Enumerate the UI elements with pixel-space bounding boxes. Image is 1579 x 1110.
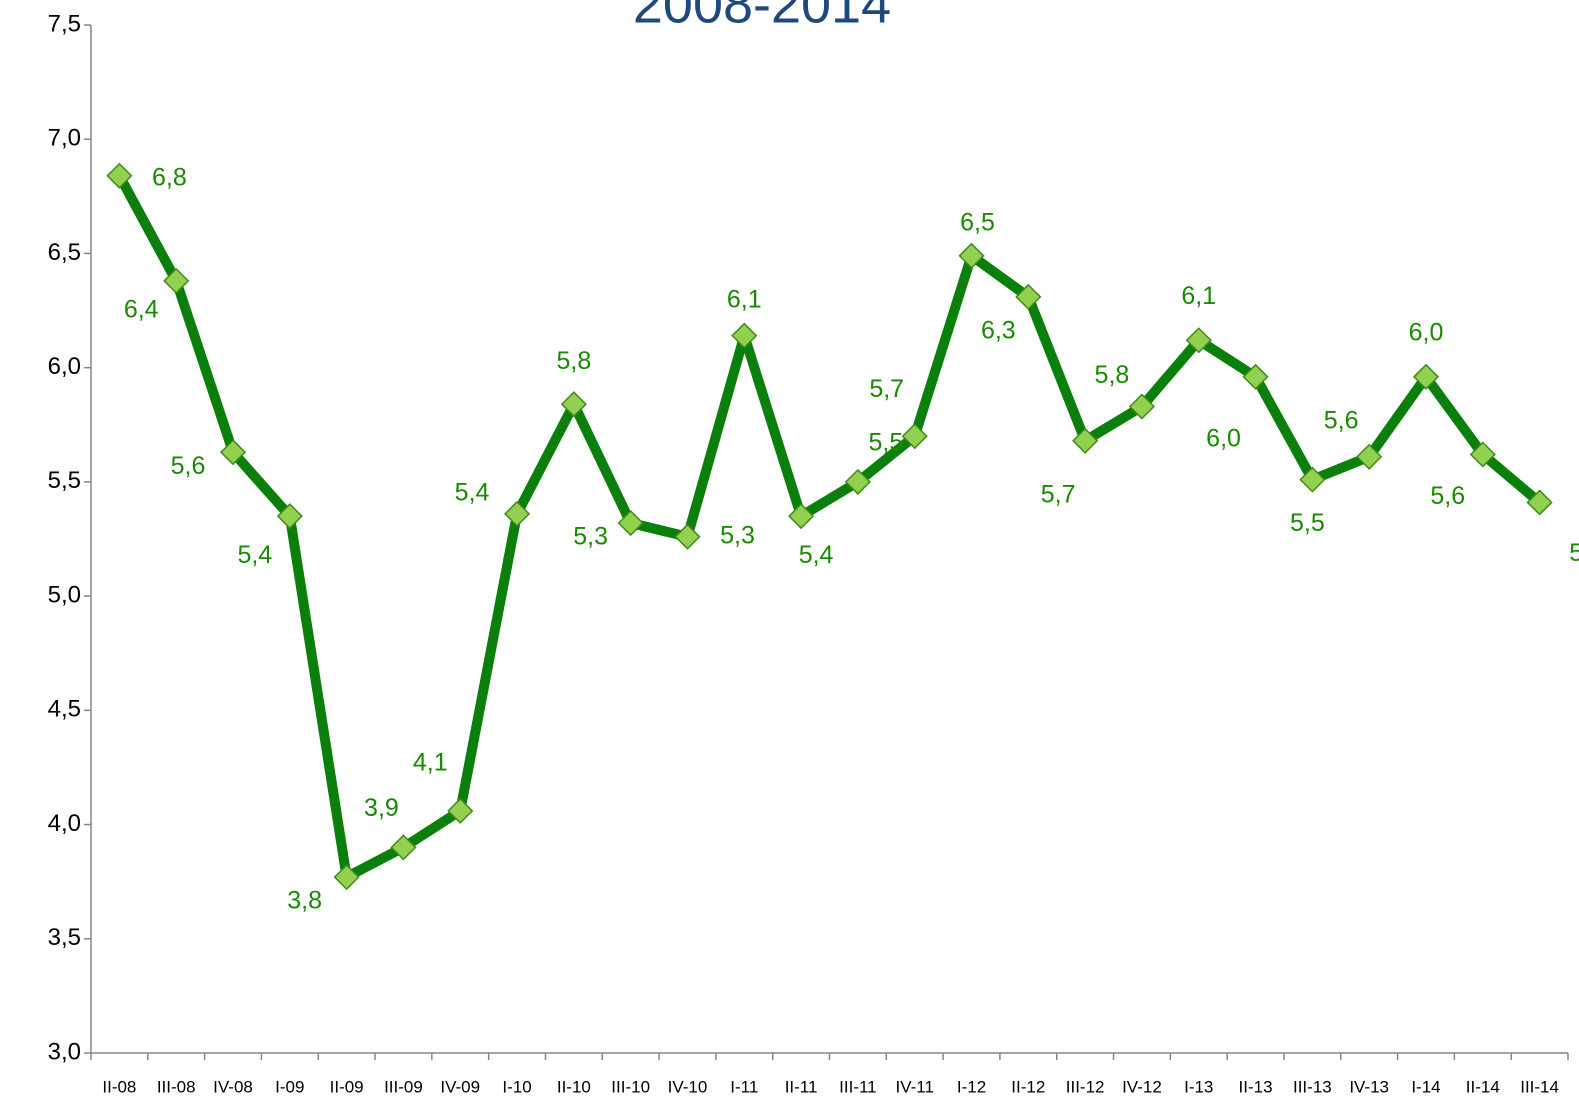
- data-label: 5,3: [573, 523, 608, 551]
- data-label: 5,7: [869, 375, 904, 403]
- y-tick-label: 6,5: [48, 239, 81, 266]
- x-tick-label: III-08: [157, 1077, 196, 1096]
- data-label: 5,8: [556, 347, 591, 375]
- data-label: 6,0: [1206, 424, 1241, 452]
- data-label: 5,8: [1095, 361, 1130, 389]
- marker: [1128, 393, 1156, 420]
- data-label: 5,7: [1041, 480, 1076, 508]
- marker: [163, 267, 190, 294]
- data-label: 5,6: [171, 452, 206, 480]
- data-label: 3,9: [364, 794, 399, 822]
- marker: [901, 423, 928, 450]
- y-tick-label: 4,5: [48, 696, 81, 723]
- x-tick-label: III-12: [1066, 1077, 1105, 1096]
- marker: [219, 439, 247, 466]
- line: [115, 173, 1543, 883]
- x-tick-label: II-08: [102, 1077, 136, 1096]
- x-tick-label: III-11: [839, 1077, 876, 1096]
- marker: [788, 503, 815, 530]
- marker: [844, 468, 871, 495]
- x-tick-label: I-14: [1411, 1077, 1440, 1096]
- data-label: 5,4: [1569, 539, 1579, 567]
- data-label: 5,4: [237, 541, 272, 569]
- data-label: 6,1: [727, 285, 762, 313]
- x-tick-label: II-12: [1011, 1077, 1045, 1096]
- x-tick-label: III-14: [1520, 1077, 1559, 1096]
- data-label: 6,1: [1181, 282, 1216, 310]
- x-tick-label: II-10: [557, 1077, 591, 1096]
- data-label: 5,5: [869, 428, 904, 456]
- data-label: 5,6: [1324, 406, 1359, 434]
- marker: [333, 864, 360, 891]
- y-tick-label: 5,5: [48, 467, 81, 494]
- x-tick-label: I-09: [275, 1077, 304, 1096]
- marker: [1299, 466, 1326, 493]
- data-label: 4,1: [413, 748, 448, 776]
- y-tick-label: 7,0: [48, 125, 81, 152]
- x-tick-label: IV-08: [213, 1077, 253, 1096]
- marker: [1072, 427, 1099, 454]
- data-label: 5,5: [1290, 509, 1325, 537]
- data-label: 5,6: [1430, 482, 1465, 510]
- x-tick-label: IV-11: [895, 1077, 933, 1096]
- marker: [1469, 441, 1496, 468]
- data-label: 6,3: [981, 316, 1016, 344]
- marker: [390, 834, 417, 861]
- marker: [106, 162, 133, 189]
- data-label: 5,3: [720, 521, 755, 549]
- x-tick-label: II-14: [1466, 1077, 1500, 1096]
- marker: [276, 503, 303, 530]
- y-tick-label: 5,0: [48, 581, 81, 608]
- chart-title: 2008-2014: [633, 0, 891, 34]
- marker: [1242, 363, 1269, 390]
- x-tick-label: I-12: [957, 1077, 986, 1096]
- marker: [447, 797, 474, 824]
- x-tick-label: IV-13: [1349, 1077, 1389, 1096]
- x-tick-label: IV-10: [668, 1077, 708, 1096]
- x-tick-label: IV-12: [1122, 1077, 1162, 1096]
- marker: [560, 391, 587, 418]
- marker: [1015, 283, 1042, 310]
- x-tick-label: III-13: [1293, 1077, 1332, 1096]
- marker: [731, 322, 758, 349]
- data-label: 5,4: [799, 541, 834, 569]
- x-tick-label: I-11: [730, 1077, 758, 1096]
- x-tick-label: II-09: [330, 1077, 364, 1096]
- data-label: 6,4: [124, 295, 159, 323]
- y-tick-label: 6,0: [48, 353, 81, 380]
- x-tick-label: I-13: [1184, 1077, 1213, 1096]
- x-tick-label: II-13: [1239, 1077, 1273, 1096]
- y-tick-label: 3,0: [48, 1038, 81, 1065]
- marker: [1412, 363, 1440, 390]
- marker: [617, 509, 644, 537]
- marker: [503, 500, 531, 527]
- data-label: 3,8: [287, 887, 322, 915]
- x-tick-label: III-10: [611, 1077, 650, 1096]
- marker: [1356, 443, 1383, 470]
- x-tick-label: III-09: [384, 1077, 423, 1096]
- marker: [1526, 489, 1553, 516]
- data-label: 6,5: [960, 208, 995, 236]
- data-label: 5,4: [455, 478, 490, 506]
- y-tick-label: 4,0: [48, 810, 81, 837]
- marker: [674, 523, 701, 550]
- x-tick-label: II-11: [785, 1077, 818, 1096]
- x-tick-label: IV-09: [440, 1077, 480, 1096]
- y-tick-label: 7,5: [48, 10, 81, 37]
- marker: [958, 242, 985, 269]
- x-tick-label: I-10: [502, 1077, 531, 1096]
- data-label: 6,0: [1409, 318, 1444, 346]
- data-label: 6,8: [152, 163, 187, 191]
- marker: [1185, 327, 1212, 354]
- y-tick-label: 3,5: [48, 924, 81, 951]
